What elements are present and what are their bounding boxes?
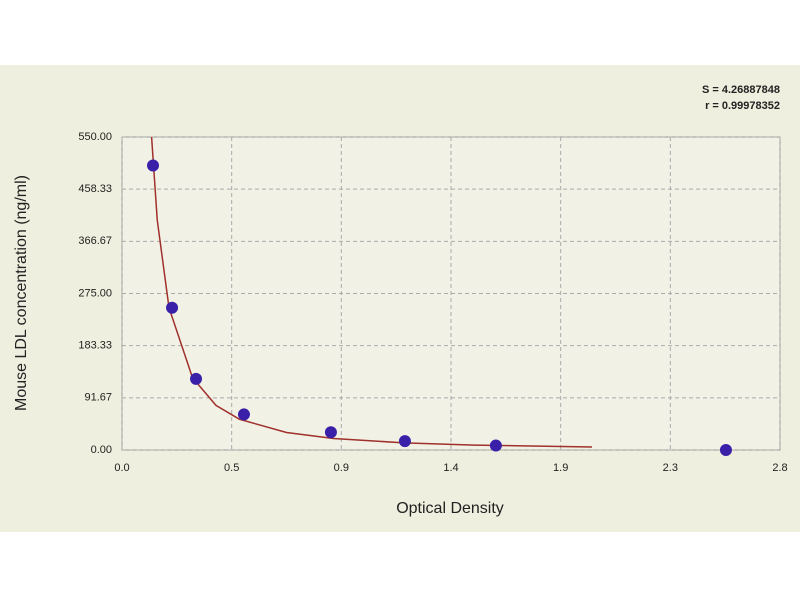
annotation: S = 4.26887848 — [702, 84, 780, 96]
data-point — [324, 426, 337, 439]
x-axis-label: Optical Density — [396, 500, 504, 517]
y-axis-label: Mouse LDL concentration (ng/ml) — [13, 175, 30, 411]
x-tick-label: 1.4 — [443, 462, 458, 474]
annotation: r = 0.99978352 — [705, 100, 780, 112]
x-tick-label: 2.8 — [772, 462, 787, 474]
y-tick-label: 458.33 — [78, 183, 112, 195]
x-tick-label: 1.9 — [553, 462, 568, 474]
y-tick-label: 550.00 — [78, 131, 112, 143]
data-point — [166, 301, 179, 314]
y-tick-label: 183.33 — [78, 340, 112, 352]
y-tick-label: 0.00 — [91, 444, 112, 456]
fit-curve — [150, 137, 593, 448]
x-tick-label: 0.0 — [114, 462, 129, 474]
x-tick-label: 2.3 — [663, 462, 678, 474]
x-tick-label: 0.9 — [334, 462, 349, 474]
data-point — [190, 372, 203, 385]
x-tick-label: 0.5 — [224, 462, 239, 474]
y-tick-label: 366.67 — [78, 235, 112, 247]
y-tick-label: 275.00 — [78, 287, 112, 299]
data-point — [398, 435, 411, 448]
data-point — [719, 444, 732, 456]
data-point — [147, 159, 160, 172]
data-point — [489, 439, 502, 452]
data-point — [237, 408, 250, 421]
y-tick-label: 91.67 — [84, 392, 112, 404]
